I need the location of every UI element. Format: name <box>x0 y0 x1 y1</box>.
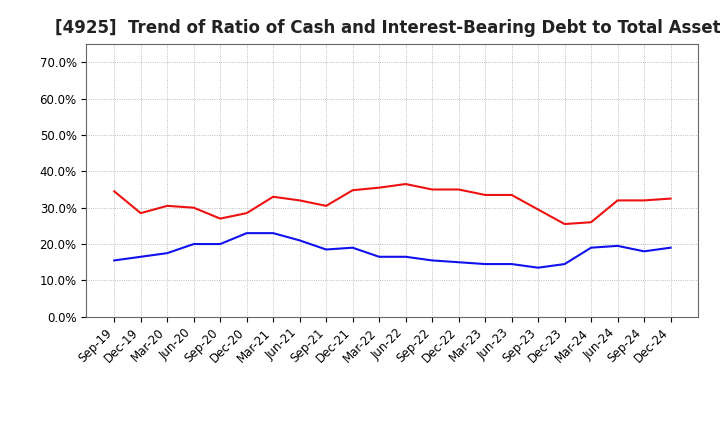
Cash <box>428 187 436 192</box>
Cash <box>508 192 516 198</box>
Cash <box>666 196 675 201</box>
Cash <box>189 205 198 210</box>
Interest-Bearing Debt <box>189 242 198 247</box>
Interest-Bearing Debt <box>216 242 225 247</box>
Interest-Bearing Debt <box>454 260 463 265</box>
Cash <box>216 216 225 221</box>
Interest-Bearing Debt <box>481 261 490 267</box>
Legend: Cash, Interest-Bearing Debt: Cash, Interest-Bearing Debt <box>257 438 528 440</box>
Cash <box>295 198 304 203</box>
Cash <box>613 198 622 203</box>
Interest-Bearing Debt <box>534 265 542 270</box>
Cash <box>375 185 384 191</box>
Interest-Bearing Debt <box>560 261 569 267</box>
Cash <box>269 194 277 199</box>
Cash <box>243 210 251 216</box>
Cash <box>110 189 119 194</box>
Interest-Bearing Debt <box>401 254 410 260</box>
Interest-Bearing Debt <box>640 249 649 254</box>
Line: Interest-Bearing Debt: Interest-Bearing Debt <box>114 233 670 268</box>
Interest-Bearing Debt <box>587 245 595 250</box>
Interest-Bearing Debt <box>110 258 119 263</box>
Cash <box>401 181 410 187</box>
Cash <box>587 220 595 225</box>
Interest-Bearing Debt <box>375 254 384 260</box>
Interest-Bearing Debt <box>322 247 330 252</box>
Cash <box>322 203 330 209</box>
Line: Cash: Cash <box>114 184 670 224</box>
Interest-Bearing Debt <box>163 250 171 256</box>
Cash <box>640 198 649 203</box>
Interest-Bearing Debt <box>508 261 516 267</box>
Interest-Bearing Debt <box>666 245 675 250</box>
Interest-Bearing Debt <box>136 254 145 260</box>
Interest-Bearing Debt <box>613 243 622 249</box>
Cash <box>534 207 542 212</box>
Interest-Bearing Debt <box>243 231 251 236</box>
Cash <box>560 221 569 227</box>
Interest-Bearing Debt <box>295 238 304 243</box>
Interest-Bearing Debt <box>269 231 277 236</box>
Interest-Bearing Debt <box>428 258 436 263</box>
Cash <box>481 192 490 198</box>
Cash <box>136 210 145 216</box>
Cash <box>163 203 171 209</box>
Cash <box>348 187 357 193</box>
Interest-Bearing Debt <box>348 245 357 250</box>
Cash <box>454 187 463 192</box>
Title: [4925]  Trend of Ratio of Cash and Interest-Bearing Debt to Total Assets: [4925] Trend of Ratio of Cash and Intere… <box>55 19 720 37</box>
